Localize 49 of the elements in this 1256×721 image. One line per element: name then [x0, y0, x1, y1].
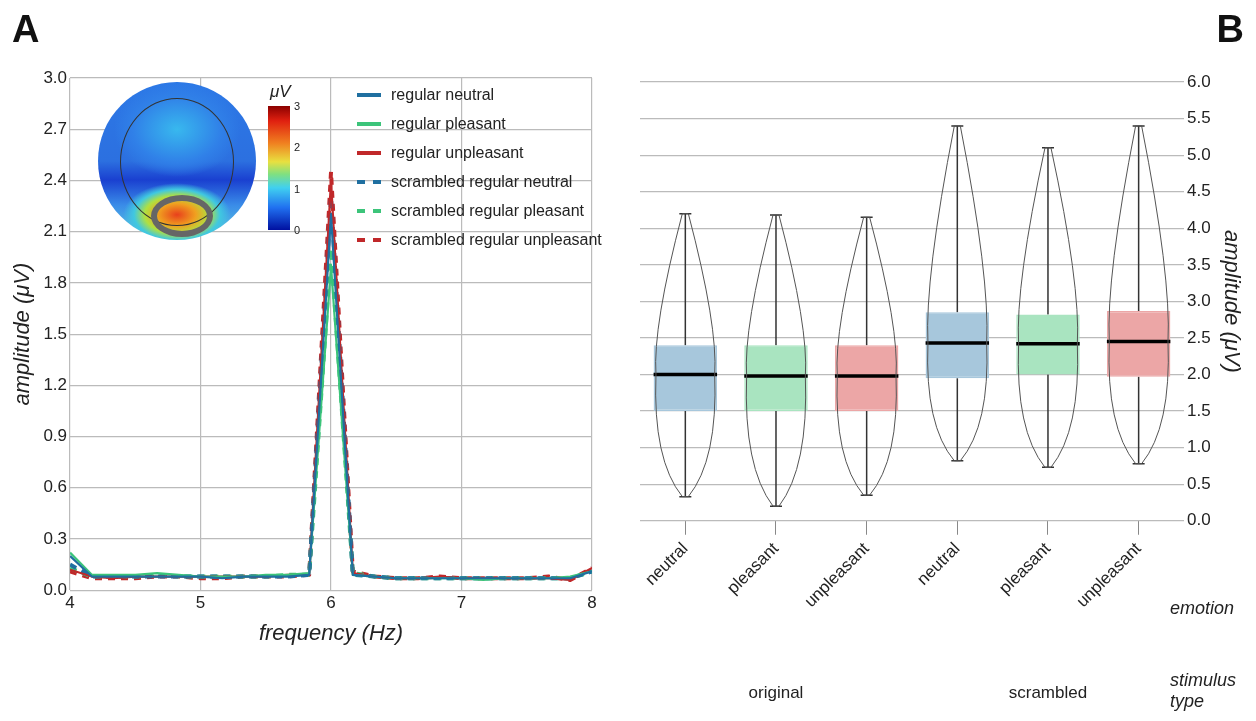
y-tick-label: 0.6 — [43, 477, 68, 497]
text: emotion — [1170, 598, 1236, 619]
chart-title: A — [12, 8, 40, 51]
x-axis-title: frequency (Hz) — [258, 619, 404, 645]
text: original — [747, 683, 805, 703]
y-tick-label: 1.2 — [43, 375, 68, 395]
x-tick-label: 7 — [456, 593, 467, 613]
x-tick-label: 4 — [65, 593, 75, 613]
x-tick-label: 8 — [587, 593, 597, 613]
y-tick-label: 2.4 — [43, 170, 68, 190]
y-tick-label: 0.0 — [43, 579, 68, 599]
y-tick-label: 2.5 — [1186, 327, 1211, 347]
y-tick-label: 1.8 — [43, 272, 68, 292]
legend-label: regular pleasant — [391, 114, 506, 133]
chart-title: B — [1216, 8, 1244, 51]
annotation: 3 — [294, 100, 301, 112]
annotation: μV — [270, 82, 291, 102]
y-tick-label: 4.5 — [1186, 181, 1211, 201]
annotation: 1 — [294, 182, 301, 195]
x-tick-label: 5 — [195, 593, 206, 613]
y-axis-title: amplitude (μV) — [9, 262, 35, 406]
y-tick-label: 2.0 — [1186, 364, 1211, 384]
y-tick-label: 4.0 — [1186, 217, 1211, 237]
y-tick-label: 3.0 — [1186, 291, 1211, 311]
y-tick-label: 5.0 — [1186, 144, 1211, 164]
y-tick-label: 0.9 — [43, 426, 68, 446]
legend-label: regular neutral — [391, 85, 495, 104]
legend-label: scrambled regular pleasant — [391, 201, 584, 220]
annotation: 0 — [294, 224, 301, 236]
y-tick-label: 1.0 — [1186, 437, 1211, 457]
y-axis-title: amplitude (μV) — [1219, 229, 1245, 373]
y-tick-label: 1.5 — [1186, 400, 1211, 420]
text: stimulus type — [1170, 670, 1237, 712]
legend-label: scrambled regular unpleasant — [391, 230, 602, 249]
annotation: 2 — [294, 141, 301, 154]
y-tick-label: 1.5 — [43, 323, 68, 343]
x-tick-label: 6 — [326, 593, 336, 613]
y-tick-label: 3.5 — [1186, 254, 1211, 274]
text: scrambled — [1007, 683, 1089, 703]
y-tick-label: 0.0 — [1186, 510, 1211, 530]
legend-label: regular unpleasant — [391, 143, 524, 162]
y-tick-label: 0.5 — [1186, 473, 1211, 493]
y-tick-label: 5.5 — [1186, 108, 1211, 128]
y-tick-label: 0.3 — [43, 528, 68, 548]
y-tick-label: 3.0 — [43, 67, 68, 87]
y-tick-label: 2.1 — [43, 221, 68, 241]
y-tick-label: 6.0 — [1186, 71, 1211, 91]
legend-label: scrambled regular neutral — [391, 172, 573, 191]
y-tick-label: 2.7 — [43, 118, 68, 138]
